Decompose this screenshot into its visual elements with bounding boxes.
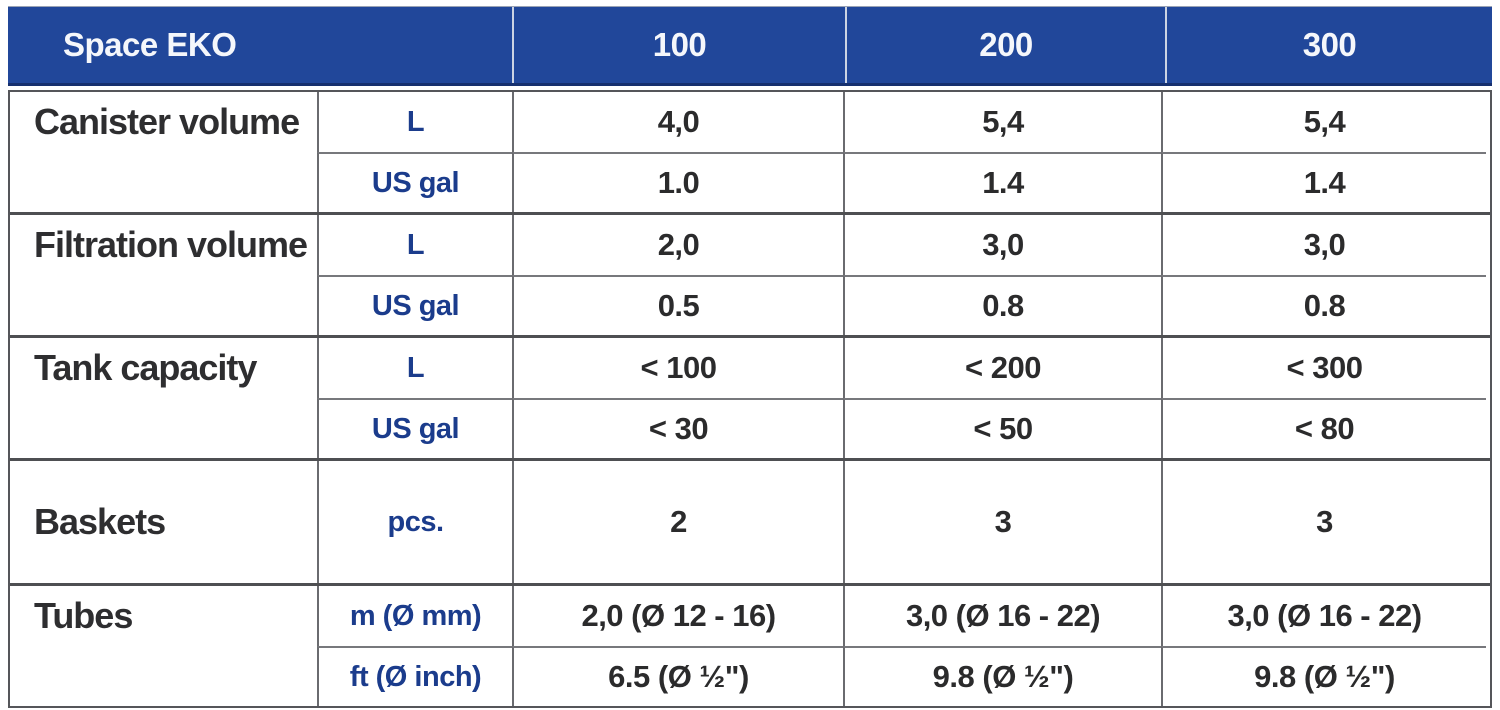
unit-cell: L	[317, 92, 512, 152]
unit-cell: L	[317, 215, 512, 275]
value-cell: < 80	[1161, 398, 1486, 458]
value-cell: 9.8 (Ø ½")	[1161, 646, 1486, 706]
value-cell: < 200	[843, 338, 1161, 398]
unit-cell: US gal	[317, 398, 512, 458]
header-column-300: 300	[1165, 7, 1492, 83]
group-label: Filtration volume	[34, 224, 308, 265]
value-cell: 0.8	[843, 275, 1161, 335]
unit-cell: L	[317, 338, 512, 398]
spec-group: Baskets pcs. 2 3 3	[10, 458, 1490, 583]
table-body: Canister volume L 4,0 5,4 5,4 US gal 1.0 1.4 1.4…	[8, 90, 1492, 708]
table-header-row: Space EKO 100 200 300	[8, 6, 1492, 86]
value-cell: 2	[512, 461, 843, 583]
value-cell: 0.8	[1161, 275, 1486, 335]
header-column-200: 200	[845, 7, 1165, 83]
value-cell: < 100	[512, 338, 843, 398]
value-cell: 3,0	[843, 215, 1161, 275]
unit-cell: US gal	[317, 275, 512, 335]
value-cell: 1.4	[843, 152, 1161, 212]
header-column-100: 100	[512, 7, 845, 83]
value-cell: 6.5 (Ø ½")	[512, 646, 843, 706]
group-label: Tubes	[34, 595, 133, 636]
value-cell: 3	[843, 461, 1161, 583]
value-cell: < 30	[512, 398, 843, 458]
spec-table: Space EKO 100 200 300 Canister volume L 4,…	[8, 6, 1492, 708]
value-cell: 3	[1161, 461, 1486, 583]
group-label: Tank capacity	[34, 347, 257, 388]
value-cell: 5,4	[1161, 92, 1486, 152]
value-cell: 2,0	[512, 215, 843, 275]
table-title: Space EKO	[63, 26, 237, 63]
value-cell: 1.0	[512, 152, 843, 212]
spec-group: Filtration volume L 2,0 3,0 3,0 US gal 0.5 0.8 0…	[10, 212, 1490, 335]
value-cell: 5,4	[843, 92, 1161, 152]
value-cell: 4,0	[512, 92, 843, 152]
unit-cell: US gal	[317, 152, 512, 212]
value-cell: 2,0 (Ø 12 - 16)	[512, 586, 843, 646]
unit-cell: ft (Ø inch)	[317, 646, 512, 706]
unit-cell: m (Ø mm)	[317, 586, 512, 646]
value-cell: 3,0 (Ø 16 - 22)	[843, 586, 1161, 646]
value-cell: 0.5	[512, 275, 843, 335]
spec-group: Canister volume L 4,0 5,4 5,4 US gal 1.0 1.4 1.4	[10, 92, 1490, 212]
value-cell: < 50	[843, 398, 1161, 458]
group-label: Baskets	[34, 501, 166, 542]
group-label: Canister volume	[34, 101, 300, 142]
unit-cell: pcs.	[317, 461, 512, 583]
value-cell: 9.8 (Ø ½")	[843, 646, 1161, 706]
spec-group: Tubes m (Ø mm) 2,0 (Ø 12 - 16) 3,0 (Ø 16 - …	[10, 583, 1490, 706]
value-cell: 3,0 (Ø 16 - 22)	[1161, 586, 1486, 646]
value-cell: 3,0	[1161, 215, 1486, 275]
spec-group: Tank capacity L < 100 < 200 < 300 US gal < 30 <…	[10, 335, 1490, 458]
value-cell: 1.4	[1161, 152, 1486, 212]
value-cell: < 300	[1161, 338, 1486, 398]
